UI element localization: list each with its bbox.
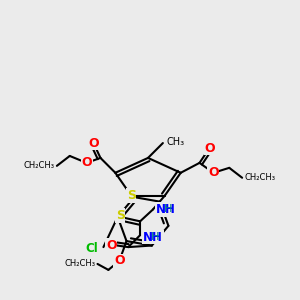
Text: S: S [116,209,125,222]
Text: H: H [164,204,172,214]
Text: H: H [151,232,159,242]
Text: O: O [114,254,124,268]
Text: NH: NH [143,231,163,244]
Text: CH₂CH₃: CH₂CH₃ [64,260,95,268]
Text: CH₂CH₃: CH₂CH₃ [244,173,275,182]
Text: O: O [106,238,117,252]
Text: CH₃: CH₃ [167,137,185,147]
Text: O: O [204,142,215,154]
Text: S: S [127,189,136,202]
Text: O: O [81,156,92,170]
Text: O: O [208,166,219,179]
Text: O: O [88,136,99,150]
Text: CH₂CH₃: CH₂CH₃ [24,161,55,170]
Text: Cl: Cl [86,242,98,255]
Text: NH: NH [156,203,176,216]
